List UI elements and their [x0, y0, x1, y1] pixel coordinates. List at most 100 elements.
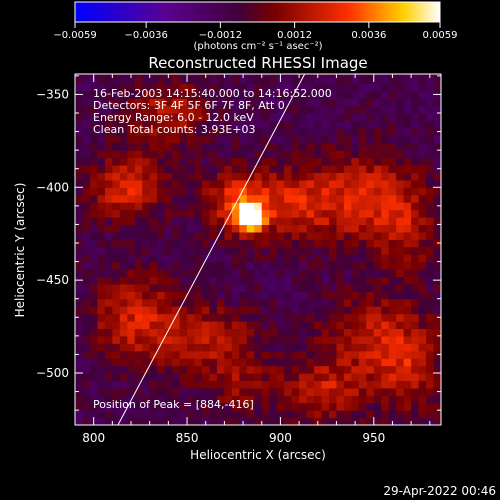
heatmap-pixel — [373, 105, 382, 114]
heatmap-pixel — [328, 358, 338, 367]
heatmap-pixel — [194, 261, 203, 270]
heatmap-pixel — [179, 172, 188, 181]
heatmap-pixel — [373, 83, 382, 92]
heatmap-pixel — [373, 410, 382, 419]
heatmap-pixel — [411, 224, 420, 233]
heatmap-pixel — [299, 120, 308, 129]
heatmap-pixel — [104, 402, 113, 411]
heatmap-pixel — [209, 187, 218, 196]
heatmap-pixel — [328, 150, 338, 159]
heatmap-pixel — [321, 90, 330, 99]
heatmap-pixel — [396, 328, 405, 337]
heatmap-pixel — [201, 98, 211, 107]
heatmap-pixel — [194, 335, 203, 344]
heatmap-pixel — [314, 75, 323, 84]
heatmap-pixel — [433, 343, 441, 352]
heatmap-pixel — [142, 83, 151, 92]
heatmap-pixel — [254, 321, 263, 330]
heatmap-pixel — [276, 105, 285, 114]
heatmap-pixel — [239, 269, 248, 278]
heatmap-pixel — [284, 105, 293, 114]
heatmap-pixel — [321, 105, 330, 114]
heatmap-pixel — [396, 298, 405, 307]
heatmap-pixel — [112, 321, 121, 330]
heatmap-pixel — [276, 298, 285, 307]
heatmap-pixel — [104, 217, 113, 226]
heatmap-pixel — [231, 358, 240, 367]
heatmap-pixel — [149, 410, 158, 419]
heatmap-pixel — [179, 150, 188, 159]
heatmap-pixel — [336, 157, 345, 166]
heatmap-pixel — [314, 261, 323, 270]
heatmap-pixel — [328, 387, 338, 396]
heatmap-pixel — [403, 179, 412, 188]
heatmap-pixel — [314, 410, 323, 419]
heatmap-pixel — [142, 224, 151, 233]
heatmap-pixel — [179, 74, 188, 77]
heatmap-pixel — [142, 380, 151, 389]
colorbar-tick-label: 0.0059 — [423, 30, 458, 41]
heatmap-pixel — [157, 209, 166, 218]
heatmap-pixel — [112, 217, 121, 226]
heatmap-pixel — [254, 172, 263, 181]
heatmap-pixel — [366, 165, 375, 174]
heatmap-pixel — [418, 343, 427, 352]
heatmap-pixel — [164, 150, 173, 159]
heatmap-pixel — [284, 113, 293, 122]
heatmap-pixel — [381, 150, 390, 159]
heatmap-pixel — [284, 321, 293, 330]
heatmap-pixel — [321, 127, 330, 136]
heatmap-pixel — [172, 269, 181, 278]
heatmap-pixel — [216, 298, 225, 307]
heatmap-pixel — [276, 179, 285, 188]
heatmap-pixel — [321, 343, 330, 352]
heatmap-pixel — [97, 231, 106, 240]
heatmap-pixel — [299, 209, 308, 218]
heatmap-pixel — [134, 298, 143, 307]
heatmap-pixel — [104, 105, 113, 114]
heatmap-pixel — [358, 231, 367, 240]
heatmap-pixel — [336, 350, 345, 359]
heatmap-pixel — [164, 321, 173, 330]
heatmap-pixel — [209, 261, 218, 270]
heatmap-pixel — [411, 380, 420, 389]
heatmap-pixel — [388, 395, 397, 404]
heatmap-pixel — [157, 113, 166, 122]
heatmap-pixel — [403, 291, 412, 300]
heatmap-pixel — [142, 306, 151, 315]
heatmap-pixel — [381, 194, 390, 203]
heatmap-pixel — [411, 172, 420, 181]
heatmap-pixel — [97, 157, 106, 166]
heatmap-pixel — [254, 365, 263, 374]
heatmap-pixel — [231, 402, 240, 411]
heatmap-pixel — [194, 98, 203, 107]
heatmap-pixel — [373, 358, 382, 367]
heatmap-pixel — [314, 231, 323, 240]
heatmap-pixel — [388, 343, 397, 352]
heatmap-pixel — [403, 157, 412, 166]
heatmap-pixel — [97, 98, 106, 107]
heatmap-pixel — [239, 150, 248, 159]
heatmap-pixel — [291, 358, 300, 367]
heatmap-pixel — [149, 202, 158, 211]
heatmap-pixel — [216, 321, 225, 330]
heatmap-pixel — [209, 231, 218, 240]
annotation-detectors: Detectors: 3F 4F 5F 6F 7F 8F, Att 0 — [93, 99, 285, 112]
heatmap-pixel — [291, 306, 300, 315]
heatmap-pixel — [418, 157, 427, 166]
heatmap-pixel — [328, 172, 338, 181]
heatmap-pixel — [373, 276, 382, 285]
heatmap-pixel — [433, 135, 441, 144]
heatmap-pixel — [97, 380, 106, 389]
heatmap-pixel — [343, 321, 352, 330]
heatmap-pixel — [172, 224, 181, 233]
heatmap-pixel — [336, 83, 345, 92]
heatmap-pixel — [82, 321, 91, 330]
heatmap-pixel — [336, 231, 345, 240]
heatmap-pixel — [284, 254, 293, 263]
heatmap-pixel — [164, 127, 173, 136]
heatmap-pixel — [314, 276, 323, 285]
heatmap-pixel — [134, 365, 143, 374]
heatmap-pixel — [179, 113, 188, 122]
heatmap-pixel — [261, 387, 270, 396]
